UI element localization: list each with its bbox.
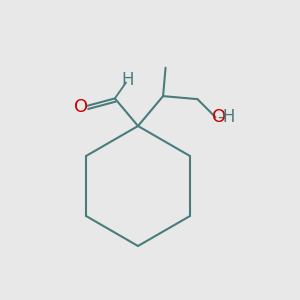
Text: H: H	[121, 71, 134, 89]
Text: O: O	[74, 98, 88, 116]
Text: O: O	[212, 108, 226, 126]
Text: -H: -H	[218, 108, 236, 126]
